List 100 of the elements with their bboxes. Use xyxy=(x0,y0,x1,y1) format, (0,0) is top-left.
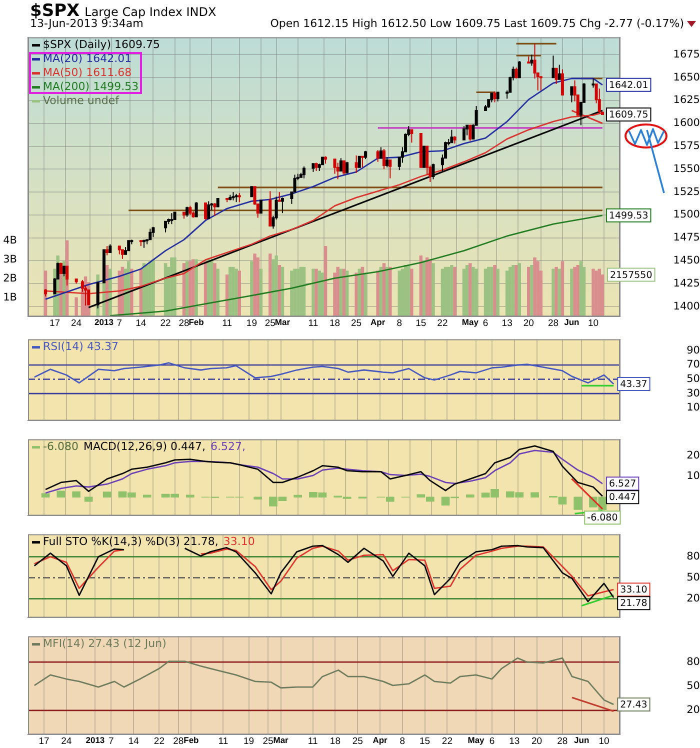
data-label: 6.527 xyxy=(608,478,636,490)
x-tick-label: 18 xyxy=(329,318,340,329)
legend-label: Full STO %K(14,3) %D(3) 21.78, xyxy=(43,535,218,548)
y-tick-label: 1525 xyxy=(673,186,700,198)
bar xyxy=(530,264,534,317)
bar xyxy=(560,261,564,317)
data-label: -6.080 xyxy=(587,512,618,524)
bar xyxy=(56,490,66,498)
x-tick-label: 14 xyxy=(136,318,146,329)
x-tick-label: 11 xyxy=(222,318,232,329)
x-tick-label: 6 xyxy=(482,318,488,329)
legend-label: MA(50) 1611.68 xyxy=(43,66,132,80)
bar xyxy=(505,270,509,317)
y-tick-label: 1450 xyxy=(673,254,700,266)
y-tick-label: 1400 xyxy=(673,300,700,312)
x-tick-label: Jun xyxy=(564,317,580,328)
bar xyxy=(336,266,340,317)
bar xyxy=(186,494,194,498)
bar xyxy=(450,264,454,317)
bar xyxy=(268,254,272,317)
text: Open 1612.15 High 1612.50 Low 1609.75 Last 1609.75 Chg -2.77 (-0.17%) xyxy=(270,17,684,30)
bar xyxy=(324,246,328,317)
x-tick-label: May xyxy=(468,735,485,746)
legend-label: Volume undef xyxy=(43,94,120,108)
text: 2157550 xyxy=(610,270,652,281)
y-tick-label: 1675 xyxy=(673,48,700,60)
chart-subtitle: 13-Jun-2013 9:34am xyxy=(30,17,144,30)
data-label: 21.78 xyxy=(620,598,648,610)
x-tick-label: 25 xyxy=(262,736,274,747)
y-tick-label: 10 xyxy=(686,402,700,414)
bar xyxy=(573,266,576,317)
x-tick-label: 24 xyxy=(61,736,72,747)
x-tick-label: 25 xyxy=(351,318,362,329)
bar xyxy=(496,268,500,317)
x-tick-label: 20 xyxy=(532,736,542,747)
y-tick-label: 80 xyxy=(686,656,700,668)
bar xyxy=(570,268,574,317)
bar xyxy=(574,496,582,510)
x-tick-label: Mar xyxy=(273,735,290,746)
y-tick-label: 50 xyxy=(686,680,700,692)
x-tick-label: 28 xyxy=(178,318,190,329)
bar xyxy=(216,268,220,317)
x-tick-label: 25 xyxy=(352,736,363,747)
bar xyxy=(173,257,176,317)
data-label: 33.10 xyxy=(620,584,648,596)
bar xyxy=(142,494,152,498)
bar xyxy=(465,264,469,317)
bar xyxy=(354,272,358,317)
data-label: 0.447 xyxy=(608,492,636,504)
legend-label: MA(20) 1642.01 xyxy=(43,52,132,66)
y-tick-label: 1625 xyxy=(673,94,700,106)
bar xyxy=(462,268,466,317)
bar xyxy=(576,264,580,317)
y-tick-label: 50 xyxy=(686,571,700,584)
x-tick-label: 13 xyxy=(509,736,520,747)
x-tick-label: 10 xyxy=(588,318,599,329)
x-tick-label: Feb xyxy=(188,317,204,328)
x-tick-label: 15 xyxy=(420,736,430,747)
x-tick-label: 24 xyxy=(71,318,82,329)
x-tick-label: 22 xyxy=(442,736,452,747)
x-tick-label: 2013 xyxy=(86,735,105,746)
bar xyxy=(453,266,456,317)
y-tick-label: 80 xyxy=(686,550,700,562)
x-tick-label: 8 xyxy=(400,736,406,747)
legend-label: $SPX (Daily) 1609.75 xyxy=(43,38,160,52)
bar xyxy=(152,259,155,317)
bar xyxy=(213,263,216,317)
data-label: 43.37 xyxy=(620,378,648,390)
y2-tick-label: 2B xyxy=(3,272,17,284)
bar xyxy=(84,496,93,502)
series-label: 6.527, xyxy=(210,440,246,454)
bar xyxy=(558,268,561,317)
bar xyxy=(592,268,595,317)
bar xyxy=(376,270,380,317)
series-label: MACD(12,26,9) 0.447, xyxy=(83,440,206,454)
y-tick-label: 1500 xyxy=(673,208,700,221)
bar xyxy=(474,268,478,317)
x-tick-label: May xyxy=(462,317,479,328)
x-tick-label: 22 xyxy=(154,736,164,747)
y-tick-label: 1475 xyxy=(673,232,700,244)
bar xyxy=(388,266,392,317)
y-tick-label: 70 xyxy=(686,358,700,371)
x-tick-label: 18 xyxy=(330,736,340,747)
y2-tick-label: 4B xyxy=(3,234,17,246)
bar xyxy=(41,493,50,498)
data-label: 1499.53 xyxy=(608,210,648,222)
bar xyxy=(256,257,260,317)
x-tick-label: 6 xyxy=(489,736,495,747)
bar xyxy=(514,264,518,317)
y-tick-label: 1425 xyxy=(673,277,700,290)
y-tick-label: 20 xyxy=(686,450,700,462)
legend-label: RSI(14) 43.37 xyxy=(43,340,118,354)
y-tick-label: 30 xyxy=(686,387,700,400)
x-tick-label: 7 xyxy=(108,736,114,747)
x-tick-label: Jun xyxy=(574,735,590,746)
bar xyxy=(518,263,521,317)
x-tick-label: Feb xyxy=(184,735,199,746)
bar xyxy=(74,297,78,317)
bar xyxy=(102,492,112,498)
bar xyxy=(72,491,80,498)
